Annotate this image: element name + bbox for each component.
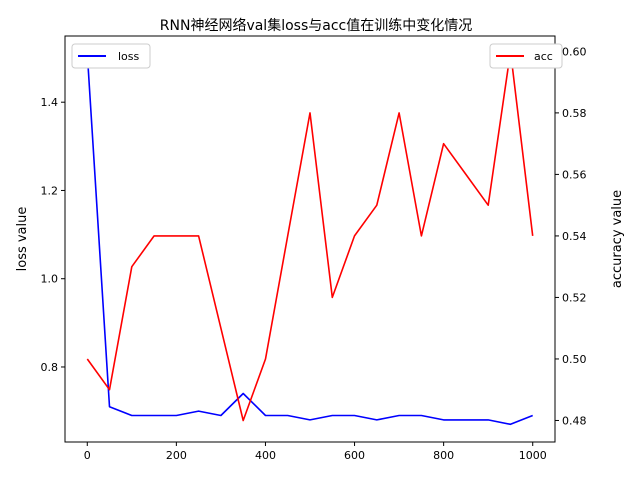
y-right-tick-label: 0.60 xyxy=(562,45,587,58)
legend-loss: loss xyxy=(71,43,151,69)
y-left-tick-label: 1.0 xyxy=(41,273,59,286)
y-right-tick-label: 0.52 xyxy=(562,291,587,304)
x-tick-label: 0 xyxy=(84,449,91,462)
plot-frame xyxy=(64,35,556,443)
series-line-acc xyxy=(86,50,534,422)
series-line-loss xyxy=(86,53,533,426)
x-tick-label: 1000 xyxy=(519,449,547,462)
ticks-layer: 0 200 400 600 800 1000 0.8 1.0 1.2 1.4 0.48 0.50 0.5… xyxy=(41,45,587,462)
y-right-tick-label: 0.50 xyxy=(562,353,587,366)
legend-acc: acc xyxy=(489,43,563,69)
x-tick-label: 600 xyxy=(344,449,365,462)
x-tick-label: 200 xyxy=(166,449,187,462)
legend-acc-label: acc xyxy=(534,50,553,63)
y-right-tick-label: 0.48 xyxy=(562,414,587,427)
y-axis-label-left: loss value xyxy=(15,207,30,272)
y-right-tick-label: 0.58 xyxy=(562,107,587,120)
legend-loss-label: loss xyxy=(118,50,140,63)
legend-loss-box xyxy=(71,43,151,69)
legend-acc-box xyxy=(489,43,563,69)
chart-title: RNN神经网络val集loss与acc值在训练中变化情况 xyxy=(160,17,472,34)
x-tick-label: 400 xyxy=(255,449,276,462)
y-right-tick-label: 0.56 xyxy=(562,168,587,181)
y-left-tick-label: 1.4 xyxy=(41,96,59,109)
x-tick-label: 800 xyxy=(433,449,454,462)
y-left-tick-label: 0.8 xyxy=(41,361,59,374)
y-left-tick-label: 1.2 xyxy=(41,184,59,197)
y-right-tick-label: 0.54 xyxy=(562,230,587,243)
lines-layer xyxy=(86,50,534,426)
y-axis-label-right: accuracy value xyxy=(610,190,625,288)
